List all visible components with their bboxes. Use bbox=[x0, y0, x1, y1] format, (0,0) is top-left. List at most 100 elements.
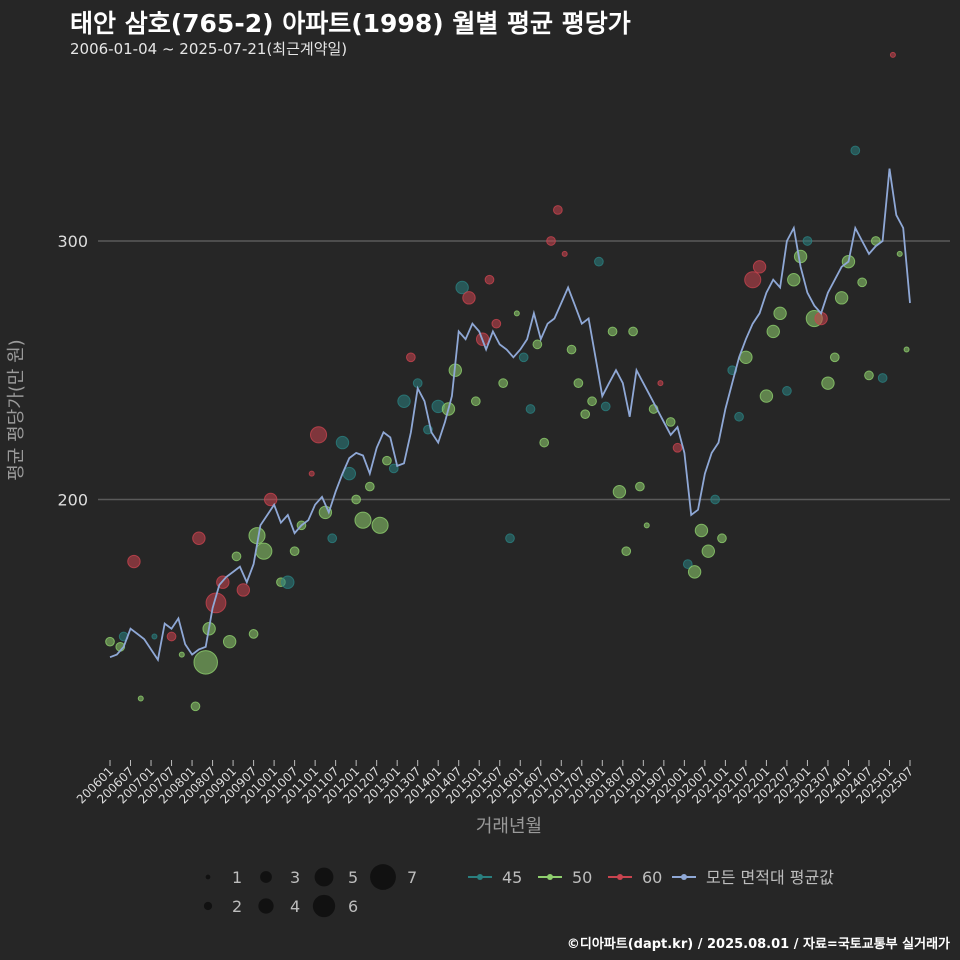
data-point bbox=[877, 373, 888, 383]
size-legend-label: 1 bbox=[232, 868, 242, 887]
data-point bbox=[621, 546, 632, 557]
data-point bbox=[137, 695, 144, 702]
data-point bbox=[281, 575, 295, 589]
data-point bbox=[105, 636, 115, 647]
size-legend-dot bbox=[203, 901, 213, 911]
data-point bbox=[773, 306, 787, 321]
data-point bbox=[498, 378, 509, 388]
series-legend-marker bbox=[477, 874, 483, 880]
series-legend-label: 모든 면적대 평균값 bbox=[706, 868, 834, 887]
points-layer bbox=[105, 51, 910, 712]
data-point bbox=[607, 326, 618, 337]
grid-layer bbox=[98, 240, 950, 501]
data-point bbox=[710, 494, 720, 505]
data-point bbox=[539, 437, 550, 448]
data-point bbox=[864, 370, 874, 381]
size-legend-dot bbox=[314, 867, 334, 887]
data-point bbox=[255, 542, 273, 560]
data-point bbox=[580, 409, 591, 420]
data-point bbox=[388, 463, 399, 474]
data-point bbox=[371, 516, 389, 534]
series-legend-label: 45 bbox=[502, 868, 522, 887]
data-point bbox=[308, 470, 315, 477]
data-point bbox=[513, 310, 520, 317]
data-point bbox=[397, 394, 411, 408]
data-point bbox=[470, 396, 481, 407]
data-point bbox=[834, 291, 849, 305]
data-point bbox=[829, 352, 840, 363]
size-legend-label: 4 bbox=[290, 897, 300, 916]
y-tick-label: 200 bbox=[57, 490, 88, 509]
x-axis-label: 거래년월 bbox=[476, 816, 542, 837]
size-legend-dot bbox=[258, 898, 274, 914]
data-point bbox=[744, 271, 762, 289]
data-point bbox=[566, 344, 577, 355]
data-point bbox=[896, 250, 903, 257]
data-point bbox=[484, 274, 495, 285]
data-point bbox=[553, 205, 563, 215]
data-point bbox=[687, 565, 702, 579]
avg-line-layer bbox=[109, 168, 911, 663]
data-point bbox=[600, 401, 611, 412]
data-point bbox=[903, 346, 910, 353]
data-point bbox=[382, 455, 392, 466]
data-point bbox=[462, 291, 476, 305]
size-legend-dot bbox=[260, 871, 272, 883]
data-point bbox=[309, 426, 328, 444]
chart-title: 태안 삼호(765-2) 아파트(1998) 월별 평균 평당가 bbox=[70, 9, 631, 38]
footer-credit: ©디아파트(dapt.kr) / 2025.08.01 / 자료=국토교통부 실… bbox=[566, 937, 950, 952]
data-point bbox=[857, 277, 867, 288]
data-point bbox=[657, 380, 664, 387]
data-point bbox=[612, 485, 627, 499]
y-tick-label: 300 bbox=[57, 232, 88, 251]
data-point bbox=[635, 481, 645, 492]
data-point bbox=[127, 554, 141, 569]
series-legend-marker bbox=[547, 874, 553, 880]
data-point bbox=[236, 583, 251, 597]
size-legend-label: 6 bbox=[348, 897, 358, 916]
axis-layer: 2003002006012006072007012007072008012008… bbox=[57, 232, 916, 807]
data-point bbox=[850, 145, 861, 156]
data-point bbox=[701, 544, 715, 558]
size-legend-label: 7 bbox=[407, 868, 417, 887]
data-point bbox=[672, 442, 683, 453]
data-point bbox=[193, 650, 218, 675]
data-point bbox=[787, 273, 801, 287]
data-point bbox=[455, 280, 469, 295]
data-point bbox=[759, 389, 774, 403]
size-legend-dot bbox=[205, 874, 211, 880]
data-point bbox=[406, 352, 416, 363]
chart-subtitle: 2006-01-04 ~ 2025-07-21(최근계약일) bbox=[70, 40, 348, 58]
data-point bbox=[222, 634, 237, 649]
data-point bbox=[782, 386, 792, 396]
data-point bbox=[491, 318, 502, 329]
size-legend-label: 5 bbox=[348, 868, 358, 887]
data-point bbox=[587, 396, 597, 407]
avg-line bbox=[109, 168, 911, 663]
data-point bbox=[752, 260, 767, 274]
data-point bbox=[802, 236, 813, 246]
data-point bbox=[532, 339, 543, 350]
data-point bbox=[166, 631, 177, 642]
data-point bbox=[351, 494, 362, 505]
data-point bbox=[192, 531, 206, 545]
series-legend-label: 60 bbox=[642, 868, 662, 887]
data-point bbox=[412, 378, 423, 388]
y-axis-label: 평균 평당가(만 원) bbox=[6, 339, 27, 480]
data-point bbox=[665, 417, 676, 427]
data-point bbox=[717, 533, 727, 544]
data-point bbox=[178, 651, 185, 658]
data-point bbox=[682, 559, 693, 569]
data-point bbox=[231, 551, 242, 562]
data-point bbox=[573, 378, 584, 388]
data-point bbox=[643, 522, 650, 529]
size-legend-label: 3 bbox=[290, 868, 300, 887]
data-point bbox=[561, 250, 568, 257]
data-point bbox=[263, 492, 278, 507]
data-point bbox=[821, 376, 835, 390]
size-legend-dot bbox=[370, 864, 396, 890]
data-point bbox=[793, 249, 808, 264]
data-point bbox=[766, 324, 780, 339]
data-point bbox=[205, 592, 227, 614]
